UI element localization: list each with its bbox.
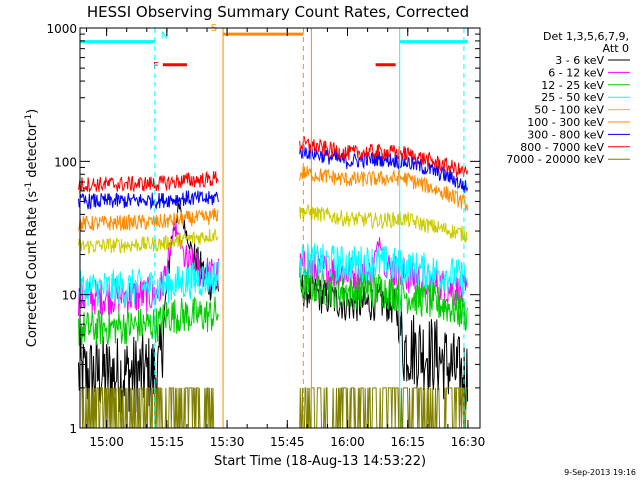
series-0 [78, 201, 469, 414]
marker-layer [154, 28, 465, 428]
y-axis-label-mid: detector [25, 122, 40, 182]
y-tick-label-3: 1000 [46, 22, 77, 36]
series-line-5-0 [78, 208, 219, 232]
y-axis-label-sup1: -1 [24, 182, 34, 191]
legend-entry-label-5: 100 - 300 keV [527, 116, 604, 129]
series-line-4-0 [78, 228, 219, 255]
legend-entry-label-2: 12 - 25 keV [541, 79, 604, 92]
series-line-3-0 [78, 260, 219, 308]
y-tick-label-1: 10 [62, 289, 77, 303]
series-7 [78, 135, 469, 193]
x-tick-label-5: 16:15 [390, 435, 425, 449]
x-tick-label-1: 15:15 [150, 435, 185, 449]
x-tick-label-2: 15:30 [210, 435, 245, 449]
x-tick-label-3: 15:45 [270, 435, 305, 449]
series-line-4-1 [299, 204, 468, 244]
legend-entry-label-4: 50 - 100 keV [534, 104, 604, 117]
series-line-2-1 [299, 268, 469, 332]
legend-entry-label-8: 7000 - 20000 keV [506, 153, 604, 166]
y-axis-label-pre: Corrected Count Rate (s [25, 191, 40, 348]
series-line-0-0 [78, 201, 219, 414]
x-tick-label-0: 15:00 [89, 435, 124, 449]
legend-entry-label-7: 800 - 7000 keV [520, 141, 604, 154]
series-5 [78, 165, 469, 232]
legend-entry-label-6: 300 - 800 keV [527, 128, 604, 141]
y-tick-label-0: 1 [69, 422, 77, 436]
series-line-8-0 [78, 387, 219, 429]
chart-title: HESSI Observing Summary Count Rates, Cor… [87, 3, 469, 21]
y-tick-label-2: 100 [54, 155, 77, 169]
series-line-7-1 [299, 135, 469, 178]
series-line-6-0 [78, 190, 219, 211]
flag-label-N: N [161, 31, 168, 42]
series-line-0-1 [299, 270, 469, 410]
y-axis-label-sup2: -1 [24, 114, 34, 123]
y-axis-label-post: ) [25, 109, 40, 114]
legend-entry-label-3: 25 - 50 keV [541, 91, 604, 104]
legend-header-detectors: Det 1,3,5,6,7,9, [543, 30, 629, 43]
y-axis-label: Corrected Count Rate (s-1 detector-1) [24, 109, 40, 347]
series-line-5-1 [299, 165, 469, 212]
flag-label-F: F [153, 61, 159, 72]
plot-frame [79, 27, 481, 429]
flag-label-S: S [211, 23, 217, 34]
series-2 [78, 268, 469, 346]
series-3 [78, 243, 469, 308]
legend-entry-label-1: 6 - 12 keV [548, 66, 604, 79]
axis-layer: 15:00 15:15 15:30 15:45 16:00 16:15 16:30 1 10 10… [46, 22, 485, 449]
series-4 [78, 204, 468, 255]
legend-entry-label-0: 3 - 6 keV [555, 54, 604, 67]
series-line-3-1 [299, 243, 469, 297]
series-line-7-0 [78, 170, 219, 193]
legend-header-attenuator: Att 0 [603, 42, 629, 55]
flag-layer: N F S [80, 23, 468, 72]
series-line-2-0 [78, 296, 219, 346]
x-tick-label-6: 16:30 [451, 435, 486, 449]
footer-timestamp: 9-Sep-2013 19:16 [564, 468, 636, 477]
series-layer [78, 135, 469, 429]
x-tick-label-4: 16:00 [330, 435, 365, 449]
x-axis-label: Start Time (18-Aug-13 14:53:22) [214, 454, 426, 469]
